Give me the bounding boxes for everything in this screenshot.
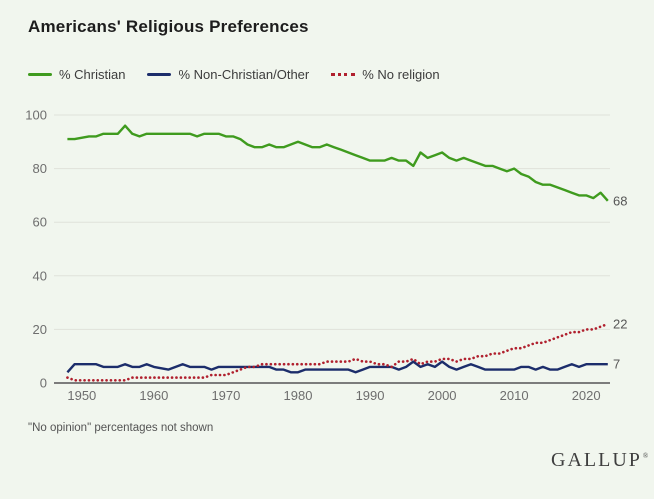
legend-label-non-christian: % Non-Christian/Other bbox=[178, 67, 310, 82]
gallup-wordmark: GALLUP bbox=[551, 449, 642, 471]
x-tick-label-1990: 1990 bbox=[356, 388, 385, 403]
y-tick-label-80: 80 bbox=[33, 161, 47, 176]
gallup-logo: GALLUP® bbox=[551, 449, 648, 472]
legend-item-non-christian: % Non-Christian/Other bbox=[147, 67, 309, 82]
registered-trademark-icon: ® bbox=[642, 452, 649, 461]
x-tick-label-1970: 1970 bbox=[211, 388, 240, 403]
footnote: "No opinion" percentages not shown bbox=[28, 422, 214, 434]
x-tick-label-2000: 2000 bbox=[428, 388, 457, 403]
legend-item-christian: % Christian bbox=[28, 67, 125, 82]
no-religion-line-swatch bbox=[331, 73, 356, 76]
x-tick-label-2010: 2010 bbox=[500, 388, 529, 403]
series-line-no-religion bbox=[66, 322, 610, 382]
y-tick-label-100: 100 bbox=[25, 108, 47, 123]
chart-title: Americans' Religious Preferences bbox=[28, 17, 309, 36]
y-tick-label-60: 60 bbox=[33, 215, 47, 230]
end-value-label-christian: 68 bbox=[613, 193, 627, 208]
y-tick-label-40: 40 bbox=[33, 268, 47, 283]
series-line-christian bbox=[67, 124, 609, 202]
end-value-label-non-christian-other: 7 bbox=[613, 357, 620, 372]
end-value-label-no-religion: 22 bbox=[613, 317, 627, 332]
christian-line-swatch bbox=[28, 73, 52, 76]
legend: % Christian % Non-Christian/Other % No r… bbox=[28, 67, 440, 82]
legend-label-no-religion: % No religion bbox=[362, 67, 440, 82]
y-tick-label-0: 0 bbox=[40, 376, 47, 391]
x-tick-label-1950: 1950 bbox=[67, 388, 96, 403]
series-line-non-christian-other bbox=[66, 360, 608, 374]
y-tick-label-20: 20 bbox=[33, 322, 47, 337]
non-christian-line-swatch bbox=[147, 73, 172, 76]
x-tick-label-2020: 2020 bbox=[572, 388, 601, 403]
legend-item-no-religion: % No religion bbox=[331, 67, 440, 82]
x-tick-label-1980: 1980 bbox=[284, 388, 313, 403]
x-tick-label-1960: 1960 bbox=[139, 388, 168, 403]
legend-label-christian: % Christian bbox=[59, 67, 126, 82]
